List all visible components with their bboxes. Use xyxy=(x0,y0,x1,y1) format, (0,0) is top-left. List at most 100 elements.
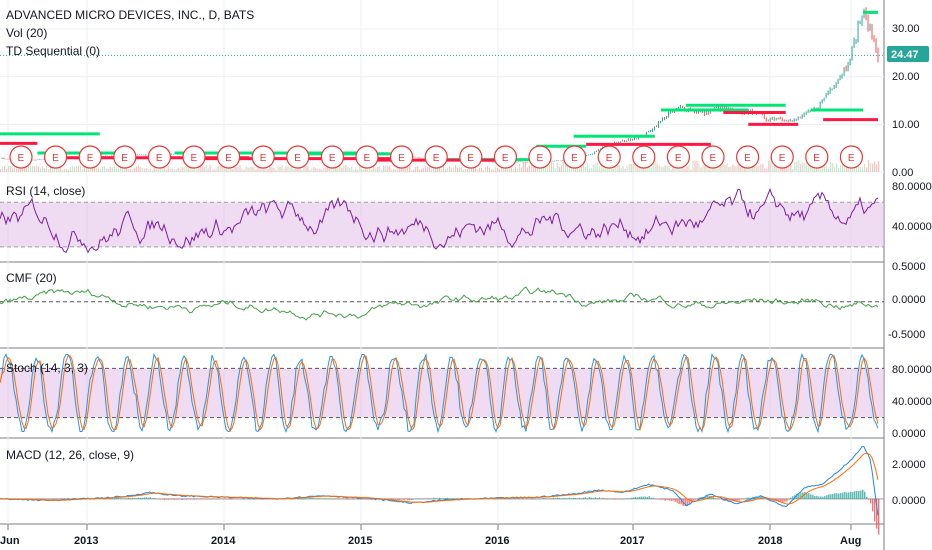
macd-histogram-bar xyxy=(870,498,872,504)
macd-histogram-bar xyxy=(51,498,54,500)
volume-bar xyxy=(251,166,253,172)
volume-bar xyxy=(393,169,395,172)
macd-histogram-bar xyxy=(121,498,124,500)
macd-histogram-bar xyxy=(177,498,179,500)
macd-histogram-bar xyxy=(61,498,64,500)
volume-bar xyxy=(333,167,335,172)
macd-histogram-bar xyxy=(53,498,56,500)
volume-bar xyxy=(321,169,323,172)
macd-histogram-bar xyxy=(630,497,632,499)
macd-histogram-bar xyxy=(111,498,114,500)
volume-bar xyxy=(85,167,88,172)
macd-histogram-bar xyxy=(554,498,557,500)
volume-bar xyxy=(874,161,876,172)
volume-bar xyxy=(175,168,177,172)
volume-bar xyxy=(241,168,243,172)
volume-bar xyxy=(808,165,810,172)
macd-histogram-bar xyxy=(361,498,363,500)
stoch-k-line xyxy=(0,352,879,434)
volume-bar xyxy=(389,165,391,172)
volume-bar xyxy=(616,163,618,172)
volume-bar xyxy=(806,162,808,172)
volume-bar xyxy=(752,165,754,172)
macd-histogram-bar xyxy=(838,493,840,499)
macd-histogram-bar xyxy=(868,498,870,500)
volume-bar xyxy=(842,164,844,172)
macd-histogram-bar xyxy=(165,498,168,500)
macd-histogram-bar xyxy=(644,496,646,499)
macd-histogram-bar xyxy=(217,498,219,500)
macd-histogram-bar xyxy=(874,498,876,522)
macd-histogram-bar xyxy=(558,498,561,499)
macd-histogram-bar xyxy=(518,498,521,500)
macd-histogram-bar xyxy=(167,498,170,500)
volume-bar xyxy=(73,166,76,172)
volume-bar xyxy=(864,163,866,172)
volume-bar xyxy=(690,169,692,172)
volume-bar xyxy=(405,165,407,172)
volume-bar xyxy=(528,164,530,172)
macd-histogram-bar xyxy=(770,498,772,501)
macd-histogram-bar xyxy=(329,498,331,500)
macd-histogram-bar xyxy=(446,497,449,499)
macd-histogram-bar xyxy=(319,498,321,499)
macd-histogram-bar xyxy=(213,498,215,500)
volume-bar xyxy=(191,165,193,172)
volume-bar xyxy=(586,163,588,172)
volume-bar xyxy=(478,167,481,172)
volume-bar xyxy=(584,167,586,172)
volume-bar xyxy=(337,165,339,172)
volume-bar xyxy=(429,166,431,172)
volume-bar xyxy=(113,165,115,172)
volume-bar xyxy=(353,169,355,172)
macd-histogram-bar xyxy=(125,498,128,500)
volume-bar xyxy=(696,160,698,172)
macd-histogram-bar xyxy=(548,498,551,500)
earnings-marker-text: E xyxy=(744,153,751,164)
x-tick-2017: 2017 xyxy=(620,535,644,547)
earnings-marker-text: E xyxy=(294,153,301,164)
volume-bar xyxy=(820,165,822,172)
volume-bar xyxy=(3,166,6,172)
earnings-marker-text: E xyxy=(571,153,578,164)
volume-bar xyxy=(576,166,578,172)
volume-bar xyxy=(111,167,113,172)
volume-bar xyxy=(824,165,826,172)
macd-histogram-bar xyxy=(147,497,150,499)
macd-histogram-bar xyxy=(43,498,46,500)
volume-bar xyxy=(137,165,139,172)
volume-bar xyxy=(792,168,794,172)
macd-histogram-bar xyxy=(810,494,812,499)
earnings-marker xyxy=(493,145,517,169)
volume-bar xyxy=(201,165,203,172)
volume-bar xyxy=(604,166,606,172)
macd-histogram-bar xyxy=(494,498,497,500)
macd-label: MACD (12, 26, close, 9) xyxy=(6,448,134,462)
volume-bar xyxy=(468,165,471,172)
volume-bar xyxy=(612,168,614,172)
volume-bar xyxy=(371,169,373,172)
volume-bar xyxy=(9,165,12,172)
macd-histogram-bar xyxy=(291,498,293,500)
macd-histogram-bar xyxy=(169,498,172,500)
volume-bar xyxy=(213,169,215,172)
volume-bar xyxy=(261,165,263,172)
earnings-marker-text: E xyxy=(675,153,682,164)
volume-bar xyxy=(550,161,552,172)
volume-bar xyxy=(329,167,331,172)
macd-histogram-bar xyxy=(255,498,257,500)
volume-bar xyxy=(37,166,40,172)
volume-bar xyxy=(492,169,495,172)
volume-bar xyxy=(760,164,762,172)
macd-histogram-bar xyxy=(365,498,367,500)
volume-bar xyxy=(21,165,24,172)
macd-histogram-bar xyxy=(856,490,858,499)
macd-histogram-bar xyxy=(796,494,798,499)
macd-histogram-bar xyxy=(429,498,431,500)
volume-bar xyxy=(11,168,14,172)
volume-bar xyxy=(119,166,121,172)
stoch-tick-40: 40.0000 xyxy=(892,396,932,408)
earnings-marker xyxy=(839,145,864,169)
volume-bar xyxy=(67,169,70,172)
